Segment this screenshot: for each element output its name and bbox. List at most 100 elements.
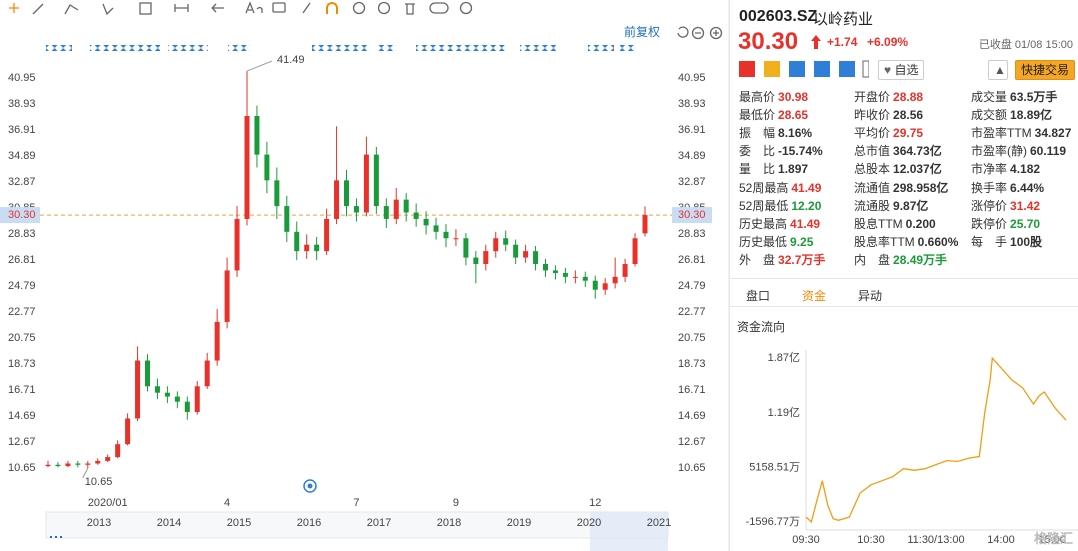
tool-cross[interactable]: [9, 3, 19, 13]
stock-code: 002603.SZ: [739, 8, 818, 25]
y-tick-label-right: 18.73: [678, 358, 706, 370]
stat-value: 18.89亿: [1010, 108, 1053, 123]
timeline-selection[interactable]: [590, 512, 668, 551]
last-price-box-right: [672, 207, 712, 224]
candle-body: [552, 270, 558, 274]
candle-body: [264, 154, 270, 181]
event-dots[interactable]: [378, 45, 396, 51]
candle-body: [244, 115, 250, 219]
flow-chart: 1.87亿 1.19亿 5158.51万 -1596.77万 09:30 10:30 11:…: [746, 350, 1078, 546]
stat-label: 市净率: [971, 162, 1008, 177]
stat: 流通值 298.958亿: [854, 179, 948, 196]
stat-value: 9.25: [790, 234, 814, 249]
candle-body: [65, 463, 71, 467]
tab[interactable]: 资金: [802, 289, 827, 303]
stat-label: 最高价: [739, 90, 776, 104]
event-icon[interactable]: [303, 479, 317, 493]
tool-box[interactable]: [139, 2, 152, 15]
stat-value: 25.70: [1010, 216, 1041, 231]
tool-wave[interactable]: [102, 3, 114, 16]
stock-name: 以岭药业: [813, 11, 874, 28]
tool-arrow[interactable]: [211, 3, 224, 13]
event-dots[interactable]: [90, 45, 160, 51]
tool-line[interactable]: [32, 3, 44, 15]
candle-body: [503, 238, 509, 245]
stat-label: 外 盘: [739, 252, 776, 267]
stat: 最高价 30.98: [739, 88, 808, 105]
stat: 流通股 9.87亿: [854, 197, 928, 214]
tool-lock[interactable]: [352, 1, 366, 15]
stat-value: 364.73亿: [893, 144, 942, 159]
timeline-handle[interactable]: [50, 536, 62, 538]
change: +1.74: [827, 35, 858, 49]
y-tick-label: 10.65: [8, 462, 36, 474]
up-arrow: [811, 35, 821, 49]
stat-label: 换手率: [971, 180, 1008, 195]
x-tick-label: 09:30: [792, 534, 820, 546]
tool-settings[interactable]: [459, 1, 473, 15]
badge-swap[interactable]: [789, 61, 805, 77]
stat-label: 昨收价: [854, 108, 891, 123]
watchlist-button[interactable]: ♥ 自选: [878, 60, 925, 80]
y-tick-label: 14.69: [8, 410, 36, 422]
alert-button[interactable]: ▲: [988, 60, 1008, 80]
stat-value: 60.119: [1030, 144, 1067, 159]
y-tick-label: 1.87亿: [768, 351, 800, 364]
tool-delete[interactable]: [405, 3, 415, 15]
tool-toggle[interactable]: [429, 2, 449, 14]
chart-panel: 前复权 10.65 10.65 12.67 12.67 14.69 14.69 16.71 1…: [0, 0, 729, 551]
tool-measure[interactable]: [174, 4, 189, 12]
tool-note[interactable]: [272, 2, 286, 13]
event-dots[interactable]: [520, 45, 558, 51]
adjust-label[interactable]: 前复权: [624, 24, 660, 39]
x-tick-label: 4: [224, 497, 230, 509]
event-dots[interactable]: [620, 45, 634, 51]
stat: 52周最低 12.20: [739, 197, 821, 214]
badge-tag[interactable]: [839, 61, 855, 77]
y-tick-label-right: 26.81: [678, 254, 706, 266]
tab[interactable]: 盘口: [746, 289, 771, 303]
candle-body: [562, 273, 568, 277]
y-tick-label: 40.95: [8, 72, 36, 84]
stat: 52周最高 41.49: [739, 179, 821, 196]
event-dots[interactable]: [312, 45, 368, 51]
tool-pen[interactable]: [302, 2, 311, 14]
stat-label: 涨停价: [971, 198, 1008, 213]
badge-fast[interactable]: [764, 61, 780, 77]
event-dots[interactable]: [228, 45, 250, 51]
tool-text[interactable]: [245, 1, 263, 14]
stat-value: 29.75: [893, 126, 924, 141]
stat: 历史最高 41.49: [739, 215, 820, 232]
badge-note[interactable]: [862, 60, 869, 78]
candle-body: [383, 206, 389, 219]
zoom-out[interactable]: [691, 26, 705, 40]
stat-label: 平均价: [854, 126, 891, 141]
divider: [730, 306, 1078, 307]
stat-value: 298.958亿: [893, 180, 949, 195]
event-dots[interactable]: [168, 45, 208, 51]
stat: 成交量 63.5万手: [971, 88, 1057, 105]
badge-s[interactable]: [814, 61, 830, 77]
event-dots[interactable]: [588, 45, 614, 51]
zoom-in[interactable]: [709, 26, 723, 40]
tool-eye[interactable]: [377, 1, 391, 15]
badge-flag[interactable]: [739, 61, 755, 77]
tab[interactable]: 异动: [858, 289, 883, 303]
stat-value: 4.182: [1010, 162, 1041, 177]
event-dots[interactable]: [46, 45, 72, 51]
stat-label: 52周最高: [739, 180, 789, 195]
undo[interactable]: [677, 26, 689, 38]
zoom-signs: [695, 30, 719, 36]
stat: 委 比 -15.74%: [739, 142, 823, 159]
candle-body: [582, 276, 588, 281]
tool-magnet[interactable]: [326, 2, 338, 14]
candle-body: [393, 199, 399, 219]
stat-label: 总市值: [854, 144, 891, 159]
candle-body: [105, 457, 111, 461]
event-dots[interactable]: [416, 45, 506, 51]
stat-label: 最低价: [739, 108, 776, 123]
stat-label: 量 比: [739, 162, 776, 177]
tool-path[interactable]: [64, 4, 79, 15]
trade-button[interactable]: 快捷交易: [1015, 60, 1076, 80]
